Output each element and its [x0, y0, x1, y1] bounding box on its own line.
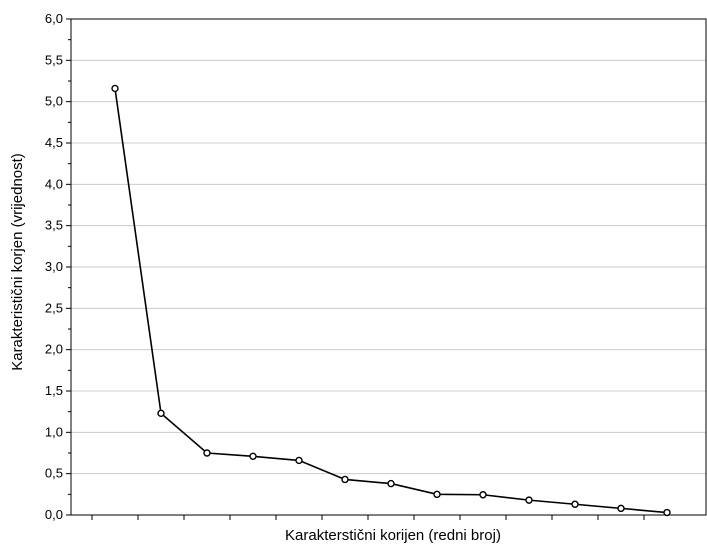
y-tick-label: 1,0: [45, 424, 63, 439]
data-point: [525, 496, 533, 504]
x-axis-ticks: [91, 515, 645, 520]
y-tick-label: 4,5: [45, 135, 63, 150]
y-tick-label: 0,5: [45, 466, 63, 481]
y-tick-label: 3,5: [45, 218, 63, 233]
grid-lines: [71, 18, 706, 475]
y-tick-label: 0,0: [45, 507, 63, 522]
data-point: [571, 500, 579, 508]
y-tick-label: 5,0: [45, 94, 63, 109]
data-point: [111, 84, 119, 93]
data-point: [663, 508, 671, 517]
data-point: [387, 479, 395, 488]
y-tick-label: 4,0: [45, 176, 63, 191]
y-tick-label: 3,0: [45, 259, 63, 274]
y-tick-label: 6,0: [45, 11, 63, 26]
y-tick-label: 2,5: [45, 300, 63, 315]
data-point: [479, 491, 487, 499]
data-point: [203, 449, 211, 457]
data-point: [433, 490, 441, 499]
series-polyline: [114, 88, 668, 514]
y-axis-ticks: 0,0 0,5 1,0 1,5 2,0 2,5 3,0 3,5 4,0 4,5 5,0 5,5 6,0: [45, 11, 71, 522]
data-point: [249, 452, 257, 461]
y-tick-label: 2,0: [45, 342, 63, 357]
data-point: [617, 504, 625, 513]
y-tick-label: 5,5: [45, 52, 63, 67]
x-axis-label: Karakterstični korijen (redni broj): [285, 527, 501, 544]
series-line: [114, 88, 668, 514]
data-points: [111, 84, 671, 517]
y-tick-label: 1,5: [45, 383, 63, 398]
y-axis-label: Karakteristični korjen (vrijednost): [9, 153, 26, 371]
data-point: [295, 456, 303, 465]
data-point: [341, 475, 349, 484]
data-point: [157, 409, 165, 418]
